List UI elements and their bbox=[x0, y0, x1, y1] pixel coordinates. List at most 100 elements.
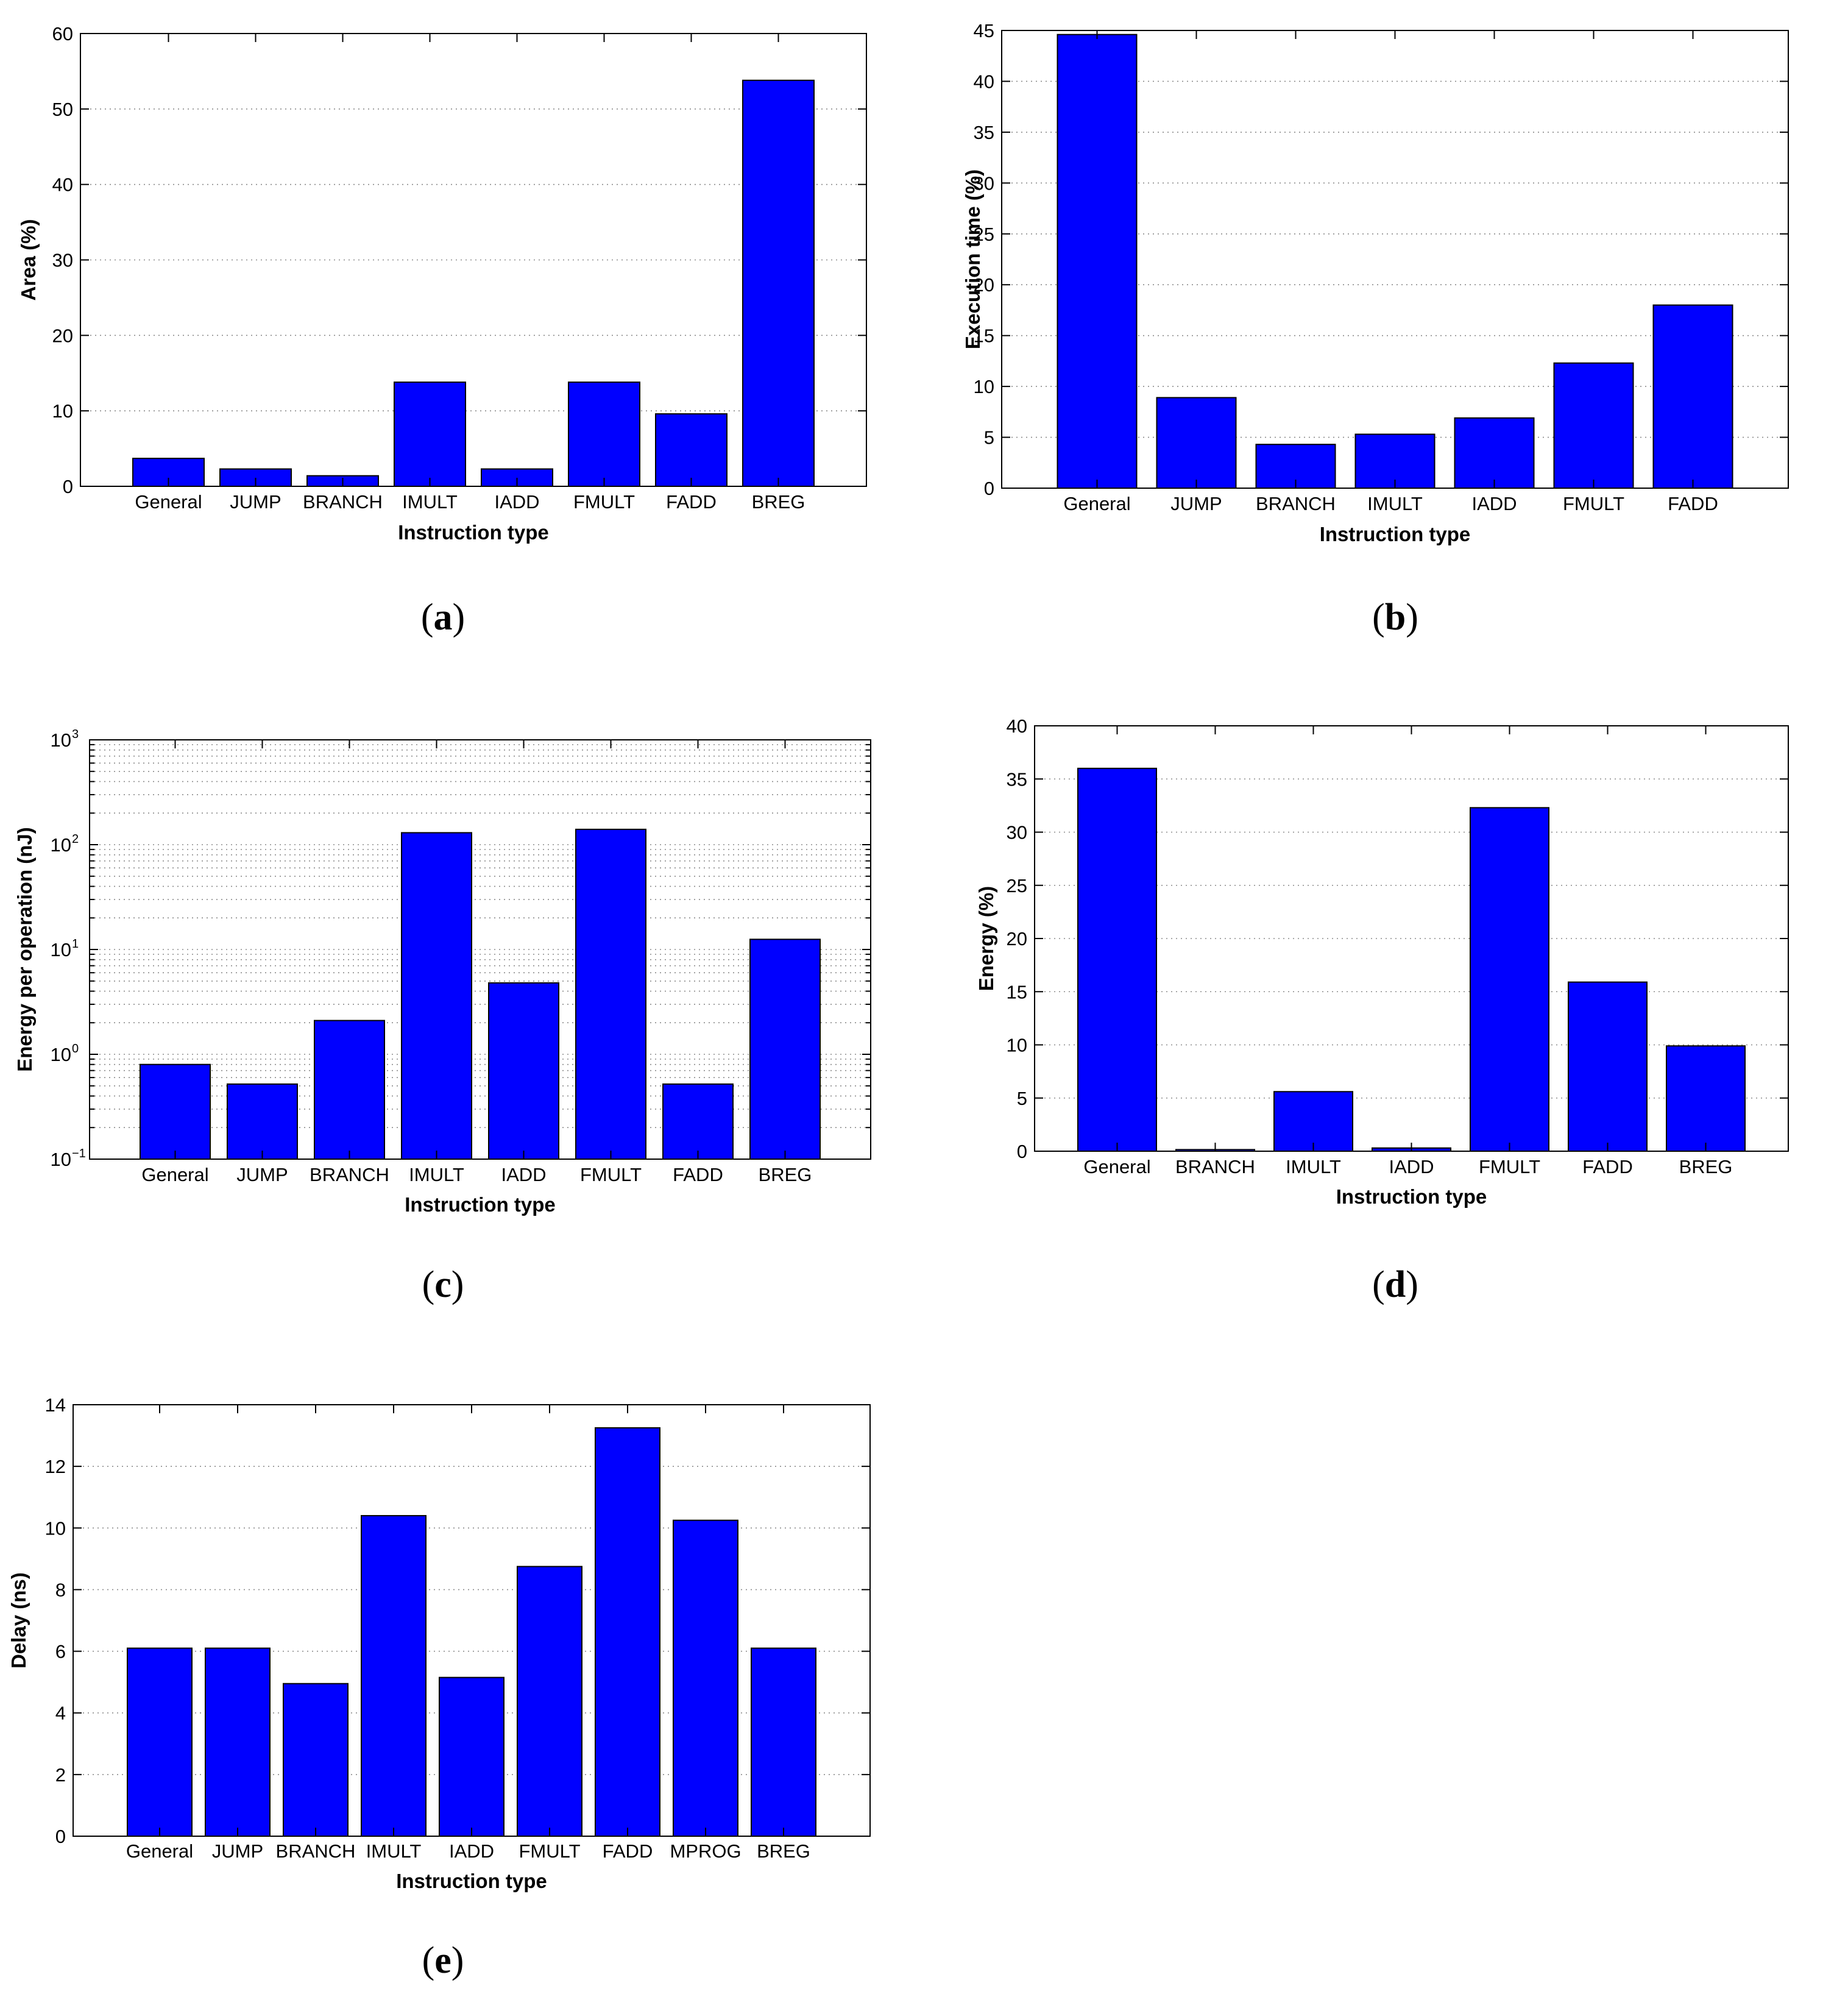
x-tick-label: General bbox=[141, 1164, 208, 1185]
y-tick-label: 2 bbox=[55, 1764, 66, 1786]
y-ticks bbox=[1002, 30, 1788, 489]
y-tick-label: 15 bbox=[1007, 981, 1027, 1002]
bar-branch bbox=[283, 1683, 349, 1837]
x-axis-title: Instruction type bbox=[398, 521, 549, 544]
bar-general bbox=[140, 1063, 211, 1160]
gridlines bbox=[90, 744, 871, 1129]
panel-label-letter: c bbox=[434, 1264, 451, 1305]
y-tick-label: 10 bbox=[51, 939, 71, 960]
bar-breg bbox=[751, 1647, 816, 1837]
x-tick-label: IADD bbox=[494, 491, 539, 513]
y-tick-label: 15 bbox=[974, 325, 994, 347]
x-tick-label: BRANCH bbox=[276, 1840, 356, 1862]
x-tick-label: FADD bbox=[666, 491, 717, 513]
y-tick-label: 10 bbox=[45, 1517, 66, 1539]
bar-jump bbox=[227, 1083, 298, 1160]
x-tick-label: FADD bbox=[1582, 1156, 1633, 1177]
y-tick-label: 20 bbox=[52, 325, 73, 346]
y-tick-label: 40 bbox=[52, 174, 73, 196]
x-tick-label: IMULT bbox=[402, 491, 458, 513]
panel-label: (a) bbox=[421, 597, 465, 638]
bar-fmult bbox=[1553, 362, 1634, 489]
x-tick-label: BREG bbox=[759, 1164, 812, 1185]
panel-label: (c) bbox=[422, 1264, 464, 1305]
panel-label: (b) bbox=[1372, 597, 1418, 638]
x-tick-label: MPROG bbox=[670, 1840, 741, 1862]
bar-fadd bbox=[655, 413, 728, 487]
y-tick-label: 4 bbox=[55, 1703, 66, 1724]
x-tick-label: FMULT bbox=[519, 1840, 580, 1862]
y-tick-exponent: 1 bbox=[72, 937, 79, 951]
y-tick-exponent: 3 bbox=[72, 728, 79, 741]
bar-imult bbox=[394, 381, 466, 487]
bar-iadd bbox=[488, 982, 559, 1160]
bar-imult bbox=[1273, 1091, 1353, 1152]
x-tick-label: IADD bbox=[1389, 1156, 1434, 1177]
y-tick-label: 0 bbox=[984, 478, 994, 499]
panel-label-letter: b bbox=[1385, 597, 1406, 638]
x-tick-label: General bbox=[1063, 493, 1130, 514]
bar-jump bbox=[205, 1647, 271, 1837]
y-tick-label: 6 bbox=[55, 1641, 66, 1663]
y-axis-title: Energy (%) bbox=[975, 886, 997, 991]
y-ticks bbox=[90, 739, 871, 1160]
y-tick-label: 25 bbox=[974, 224, 994, 245]
x-tick-label: BREG bbox=[1679, 1156, 1733, 1177]
bar-fadd bbox=[1568, 981, 1648, 1152]
y-tick-label: 40 bbox=[1007, 715, 1027, 737]
panel-label-letter: e bbox=[434, 1940, 451, 1981]
y-tick-label: 35 bbox=[1007, 768, 1027, 790]
x-axis-title: Instruction type bbox=[1320, 523, 1471, 545]
x-tick-label: FADD bbox=[603, 1840, 653, 1862]
y-tick-label: 45 bbox=[974, 20, 994, 41]
bar-breg bbox=[1666, 1045, 1746, 1152]
y-ticks bbox=[1035, 725, 1788, 1152]
panel-label-letter: d bbox=[1385, 1264, 1406, 1305]
panel-label-paren: ) bbox=[453, 597, 466, 638]
panel-label-paren: ( bbox=[1372, 1264, 1385, 1305]
y-axis-title: Execution time (%) bbox=[961, 169, 984, 349]
panel-label-paren: ( bbox=[1372, 597, 1385, 638]
y-tick-label: 60 bbox=[52, 23, 73, 44]
bar-imult bbox=[361, 1515, 427, 1837]
x-tick-label: FADD bbox=[673, 1164, 723, 1185]
bar-branch bbox=[314, 1020, 385, 1160]
x-tick-label: General bbox=[1083, 1156, 1150, 1177]
bar-breg bbox=[749, 939, 821, 1160]
y-tick-label: 30 bbox=[52, 250, 73, 271]
bar-imult bbox=[401, 832, 472, 1160]
y-tick-label: 0 bbox=[55, 1826, 66, 1847]
y-axis-title: Delay (ns) bbox=[7, 1572, 30, 1669]
panel-label-paren: ) bbox=[451, 1264, 464, 1305]
y-tick-label: 5 bbox=[984, 427, 994, 449]
x-tick-label: IADD bbox=[449, 1840, 494, 1862]
y-tick-label: 35 bbox=[974, 122, 994, 143]
y-tick-label: 5 bbox=[1017, 1088, 1027, 1109]
x-tick-label: IMULT bbox=[1286, 1156, 1341, 1177]
x-tick-label: BRANCH bbox=[303, 491, 383, 513]
y-tick-label: 14 bbox=[45, 1394, 66, 1416]
y-tick-exponent: 0 bbox=[72, 1042, 79, 1056]
x-tick-label: IMULT bbox=[1367, 493, 1423, 514]
x-tick-label: FMULT bbox=[580, 1164, 642, 1185]
x-tick-label: JUMP bbox=[236, 1164, 288, 1185]
plot-area bbox=[1035, 726, 1788, 1151]
y-tick-label: 10 bbox=[974, 376, 994, 397]
panel-label-paren: ) bbox=[1406, 597, 1418, 638]
bar-fmult bbox=[575, 828, 646, 1160]
x-tick-label: JUMP bbox=[1170, 493, 1222, 514]
x-tick-label: BRANCH bbox=[1175, 1156, 1255, 1177]
y-tick-label: 50 bbox=[52, 99, 73, 120]
x-axis-title: Instruction type bbox=[405, 1193, 556, 1216]
y-tick-label: 40 bbox=[974, 71, 994, 92]
bar-general bbox=[1057, 34, 1138, 489]
x-tick-label: BRANCH bbox=[310, 1164, 389, 1185]
x-axis-title: Instruction type bbox=[1336, 1185, 1487, 1208]
y-ticks bbox=[73, 1404, 870, 1837]
y-tick-label: 30 bbox=[1007, 822, 1027, 843]
chart-a: 0 10 20 30 40 50 60 General JUMP BRANCH IMULT IADD F… bbox=[17, 23, 867, 638]
y-ticks bbox=[80, 33, 866, 487]
x-tick-label: FADD bbox=[1668, 493, 1718, 514]
y-tick-label: 20 bbox=[974, 274, 994, 296]
y-tick-exponent: 2 bbox=[72, 832, 79, 846]
